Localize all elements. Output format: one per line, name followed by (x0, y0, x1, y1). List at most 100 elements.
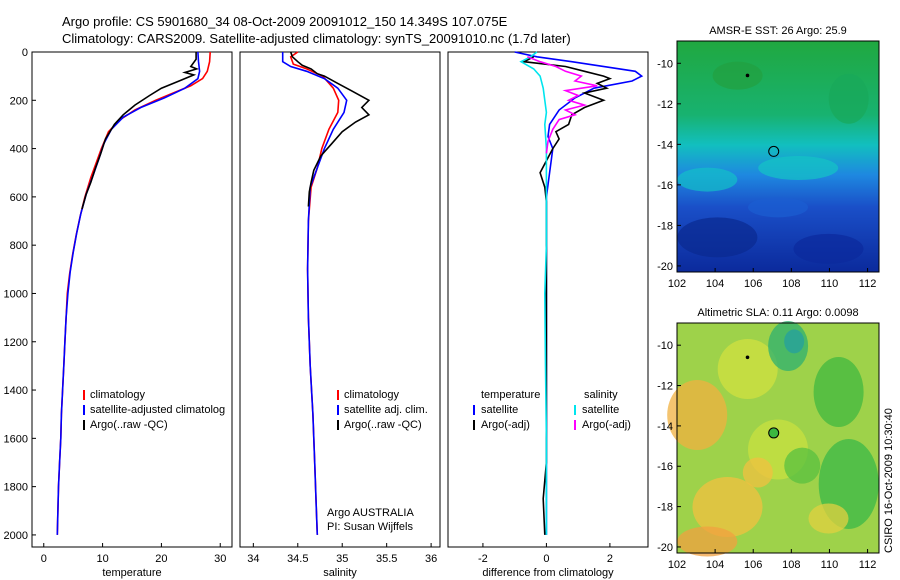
sst_map-field (677, 41, 879, 272)
legend-label: satellite (481, 404, 518, 416)
sla-patch (677, 526, 738, 557)
x-tick-label: 106 (744, 559, 762, 571)
x-tick-label: 34 (247, 553, 259, 565)
temperature-frame (31, 51, 233, 548)
y-tick-label: 1600 (4, 433, 28, 445)
x-tick-label: 2 (607, 553, 613, 565)
y-tick-label: 0 (22, 47, 28, 59)
legend-label: Argo(-adj) (582, 419, 631, 431)
y-tick-label: 400 (10, 144, 28, 156)
difference-xlabel: difference from climatology (482, 567, 614, 579)
y-tick-label: 800 (10, 240, 28, 252)
y-tick-label: -14 (657, 421, 673, 433)
y-tick-label: 2000 (4, 530, 28, 542)
series-argo-raw-qc- (81, 52, 200, 210)
legend-label: climatology (344, 389, 400, 401)
legend-label: satellite-adjusted climatolog (90, 404, 225, 416)
x-tick-label: 0 (543, 553, 549, 565)
x-tick-label: 10 (96, 553, 108, 565)
float-position-marker (768, 145, 780, 157)
sla-patch (667, 380, 728, 450)
y-tick-label: -14 (657, 139, 673, 151)
series-salinity-satellite (519, 51, 548, 535)
x-tick-label: 30 (214, 553, 226, 565)
sla-patch (742, 457, 773, 488)
salinity-xlabel: salinity (323, 567, 357, 579)
series-satellite-adjusted-climatolog (56, 51, 201, 535)
y-tick-label: -18 (657, 502, 673, 514)
x-tick-label: 35.5 (376, 553, 397, 565)
x-tick-label: 102 (668, 278, 686, 290)
x-tick-label: -2 (478, 553, 488, 565)
y-tick-label: 1400 (4, 385, 28, 397)
plot-title-line2: Climatology: CARS2009. Satellite-adjuste… (62, 31, 571, 46)
legend-label: satellite (582, 404, 619, 416)
x-tick-label: 104 (706, 559, 724, 571)
y-tick-label: 1200 (4, 337, 28, 349)
legend-label: Argo(..raw -QC) (90, 419, 168, 431)
x-tick-label: 112 (859, 278, 877, 290)
series-temperature-argo-adj- (521, 56, 613, 535)
x-tick-label: 35 (336, 553, 348, 565)
salinity-frame (239, 51, 441, 548)
sst_map-title: AMSR-E SST: 26 Argo: 25.9 (709, 25, 847, 37)
x-tick-label: 20 (155, 553, 167, 565)
y-tick-label: -20 (657, 542, 673, 554)
x-tick-label: 102 (668, 559, 686, 571)
sla_map-frame (676, 322, 880, 554)
series-salinity-argo-adj- (527, 56, 598, 154)
sla-patch (808, 503, 849, 534)
sla-patch (784, 329, 805, 354)
sst_map-frame (676, 40, 880, 273)
x-tick-label: 0 (41, 553, 47, 565)
x-tick-label: 112 (859, 559, 877, 571)
sla_map-title: Altimetric SLA: 0.11 Argo: 0.0098 (697, 307, 858, 319)
x-tick-label: 110 (821, 559, 839, 571)
sst-patch (748, 197, 808, 218)
sla_map-field (667, 321, 879, 557)
legend-label: Argo(-adj) (481, 419, 530, 431)
sla-patch (692, 477, 763, 537)
track-dot (745, 355, 750, 360)
series-satellite-adj-clim- (281, 52, 348, 535)
sst-patch (677, 217, 758, 258)
y-tick-label: -12 (657, 99, 673, 111)
y-tick-label: -20 (657, 261, 673, 273)
x-tick-label: 36 (425, 553, 437, 565)
legend-label: satellite adj. clim. (344, 404, 428, 416)
x-tick-label: 108 (782, 278, 800, 290)
sst-patch (712, 61, 763, 90)
x-tick-label: 106 (744, 278, 762, 290)
sla-patch (813, 357, 864, 427)
y-tick-label: -10 (657, 340, 673, 352)
float-annotation: Argo AUSTRALIA (327, 507, 414, 519)
creation-stamp: CSIRO 16-Oct-2009 10:30:40 (883, 408, 895, 553)
sst-patch (677, 167, 738, 192)
y-tick-label: -18 (657, 220, 673, 232)
x-tick-label: 110 (821, 278, 839, 290)
track-dot (745, 73, 750, 78)
legend-label: Argo(..raw -QC) (344, 419, 422, 431)
series-argo-raw-qc- (289, 51, 371, 207)
sla-patch (784, 447, 821, 484)
y-tick-label: -12 (657, 381, 673, 393)
legend-header: salinity (584, 389, 618, 401)
float-annotation: PI: Susan Wijffels (327, 521, 413, 533)
y-tick-label: -16 (657, 461, 673, 473)
y-tick-label: 1800 (4, 482, 28, 494)
x-tick-label: 104 (706, 278, 724, 290)
legend-header: temperature (481, 389, 540, 401)
sla-patch (717, 339, 778, 399)
y-tick-label: -16 (657, 180, 673, 192)
sst-patch (828, 73, 869, 124)
y-tick-label: 600 (10, 192, 28, 204)
temperature-xlabel: temperature (102, 567, 161, 579)
difference-frame (447, 51, 649, 548)
x-tick-label: 34.5 (287, 553, 308, 565)
legend-label: climatology (90, 389, 146, 401)
sst-patch (758, 156, 839, 181)
y-tick-label: 200 (10, 95, 28, 107)
sst-patch (793, 233, 864, 264)
y-tick-label: 1000 (4, 288, 28, 300)
